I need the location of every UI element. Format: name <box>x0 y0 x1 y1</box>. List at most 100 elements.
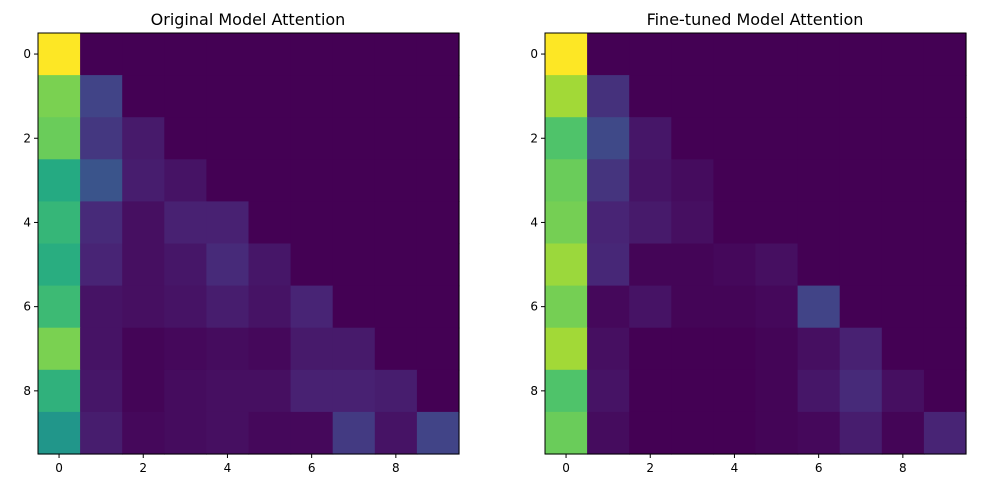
heatmap-cell <box>755 75 799 118</box>
heatmap-cell <box>332 75 376 118</box>
heatmap-cell <box>248 201 292 245</box>
heatmap-cell <box>38 33 81 76</box>
heatmap-cell <box>416 201 460 245</box>
heatmap-cell <box>671 117 714 160</box>
heatmap-cell <box>122 411 165 455</box>
y-tick-label: 0 <box>23 47 31 61</box>
heatmap-cell <box>374 33 418 76</box>
heatmap-cell <box>374 285 418 329</box>
heatmap-cell <box>80 243 123 287</box>
heatmap-cell <box>290 33 334 76</box>
y-tick-label: 2 <box>23 131 31 145</box>
heatmap-cell <box>839 201 883 245</box>
heatmap-cell <box>122 117 165 160</box>
heatmap-cell <box>755 243 799 287</box>
heatmap-cell <box>416 75 460 118</box>
heatmap-cell <box>545 33 588 76</box>
heatmap-cell <box>839 117 883 160</box>
x-tick-label: 8 <box>392 461 400 475</box>
x-tick-label: 0 <box>55 461 63 475</box>
x-tick-label: 2 <box>646 461 654 475</box>
heatmap-cell <box>80 117 123 160</box>
heatmap-cell <box>839 75 883 118</box>
heatmap-cell <box>374 411 418 455</box>
heatmap-cell <box>587 327 630 371</box>
heatmap-cell <box>923 285 967 329</box>
heatmap-cell <box>881 159 925 202</box>
heatmap-cell <box>755 117 799 160</box>
heatmap-cell <box>206 411 250 455</box>
y-tick-label: 4 <box>23 215 31 229</box>
heatmap-cell <box>629 201 672 245</box>
heatmap-cell <box>248 117 292 160</box>
heatmap-cell <box>713 33 757 76</box>
heatmap-cell <box>374 117 418 160</box>
heatmap-cell <box>248 75 292 118</box>
heatmap-cell <box>713 243 757 287</box>
heatmap-cell <box>629 369 672 413</box>
heatmap-cell <box>839 285 883 329</box>
heatmap-cell <box>416 369 460 413</box>
heatmap-cell <box>206 285 250 329</box>
heatmap-cell <box>290 411 334 455</box>
heatmap-cell <box>881 33 925 76</box>
heatmap-cell <box>164 243 207 287</box>
heatmap-cell <box>38 411 81 455</box>
heatmap-cell <box>881 411 925 455</box>
heatmap-cell <box>206 201 250 245</box>
y-axis: 0 2 4 6 8 <box>530 47 545 398</box>
heatmap-cell <box>416 327 460 371</box>
heatmap-cell <box>80 285 123 329</box>
x-tick-label: 4 <box>731 461 739 475</box>
heatmap-cell <box>755 285 799 329</box>
heatmap-cell <box>713 411 757 455</box>
heatmap-cell <box>797 201 841 245</box>
heatmap-cell <box>839 411 883 455</box>
heatmap-cell <box>629 33 672 76</box>
heatmap-cell <box>881 117 925 160</box>
heatmap-cell <box>923 327 967 371</box>
heatmap-cell <box>923 33 967 76</box>
heatmap-cell <box>587 33 630 76</box>
heatmap-cell <box>332 369 376 413</box>
heatmap-cell <box>80 327 123 371</box>
axes-frame <box>37 32 460 455</box>
heatmap-cell <box>629 117 672 160</box>
heatmap-cell <box>80 411 123 455</box>
heatmap-cell <box>38 285 81 329</box>
heatmap-cell <box>122 327 165 371</box>
heatmap-cell <box>755 327 799 371</box>
axes-frame <box>544 32 967 455</box>
heatmap-cell <box>839 327 883 371</box>
heatmap-cell <box>587 201 630 245</box>
y-tick-label: 8 <box>530 384 538 398</box>
heatmap-cell <box>164 411 207 455</box>
heatmap-cell <box>671 285 714 329</box>
heatmap-cell <box>923 117 967 160</box>
y-tick-label: 6 <box>530 300 538 314</box>
heatmap-cell <box>374 75 418 118</box>
x-tick-label: 4 <box>224 461 232 475</box>
heatmap-cell <box>713 159 757 202</box>
heatmap-cell <box>587 75 630 118</box>
heatmap-cell <box>206 117 250 160</box>
heatmap-cell <box>164 369 207 413</box>
heatmap-cell <box>629 411 672 455</box>
heatmap-cell <box>797 369 841 413</box>
heatmap-cell <box>80 75 123 118</box>
heatmap-cell <box>38 369 81 413</box>
heatmap-cell <box>545 201 588 245</box>
heatmap-cell <box>629 159 672 202</box>
heatmap-cell <box>671 75 714 118</box>
heatmap-cell <box>38 327 81 371</box>
heatmap-cell <box>587 117 630 160</box>
heatmap-cell <box>797 33 841 76</box>
heatmap-cell <box>290 201 334 245</box>
heatmap-cell <box>671 33 714 76</box>
heatmap-cell <box>755 159 799 202</box>
chart-title: Fine-tuned Model Attention <box>647 10 864 29</box>
heatmap-cell <box>839 369 883 413</box>
heatmap-cell <box>332 327 376 371</box>
heatmap-cell <box>332 285 376 329</box>
heatmap-cell <box>206 327 250 371</box>
